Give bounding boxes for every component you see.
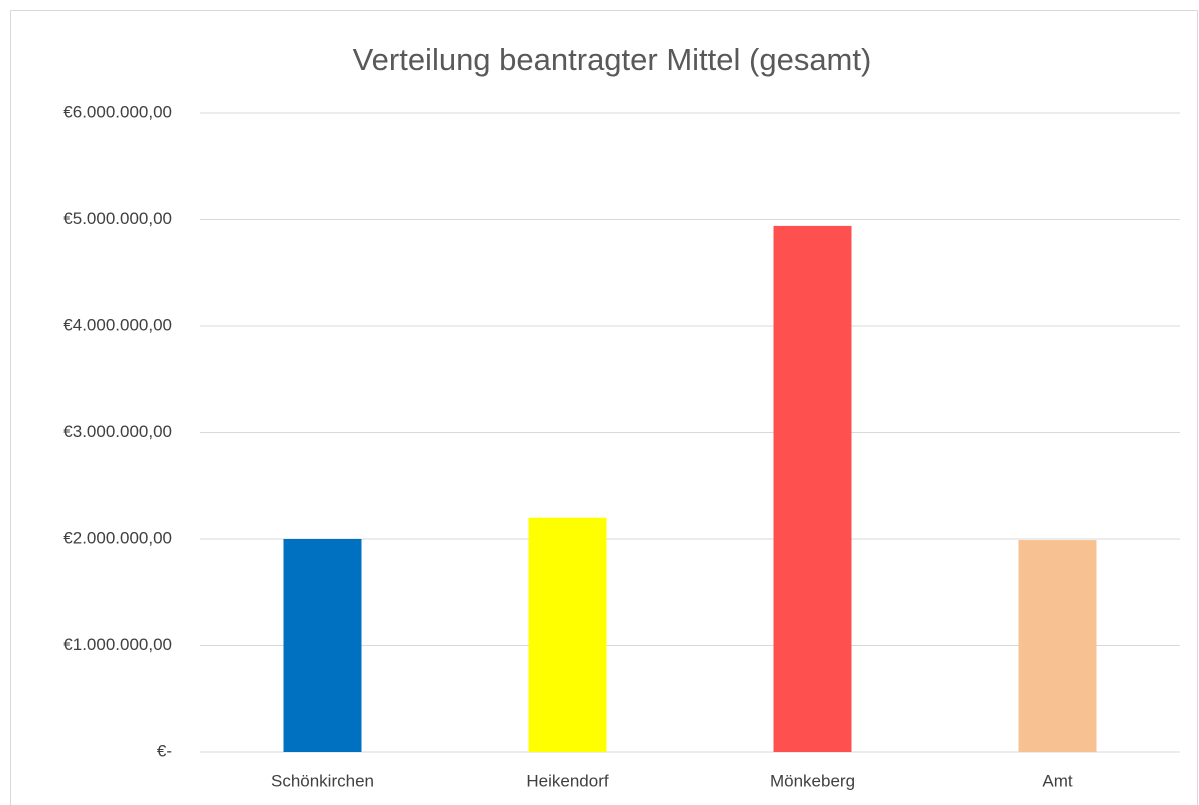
- x-tick-label: Mönkeberg: [770, 771, 855, 790]
- y-tick-label: €4.000.000,00: [63, 315, 172, 334]
- x-tick-label: Amt: [1042, 771, 1073, 790]
- bar: [283, 539, 362, 752]
- y-tick-label: €3.000.000,00: [63, 422, 172, 441]
- y-tick-label: €6.000.000,00: [63, 102, 172, 121]
- x-tick-label: Schönkirchen: [271, 771, 374, 790]
- y-tick-label: €-: [157, 741, 172, 760]
- y-tick-label: €1.000.000,00: [63, 635, 172, 654]
- y-tick-label: €5.000.000,00: [63, 209, 172, 228]
- x-tick-label: Heikendorf: [526, 771, 608, 790]
- chart-title: Verteilung beantragter Mittel (gesamt): [353, 42, 872, 77]
- bar: [528, 517, 607, 752]
- bar: [773, 225, 852, 752]
- bar: [1018, 540, 1097, 752]
- y-tick-label: €2.000.000,00: [63, 528, 172, 547]
